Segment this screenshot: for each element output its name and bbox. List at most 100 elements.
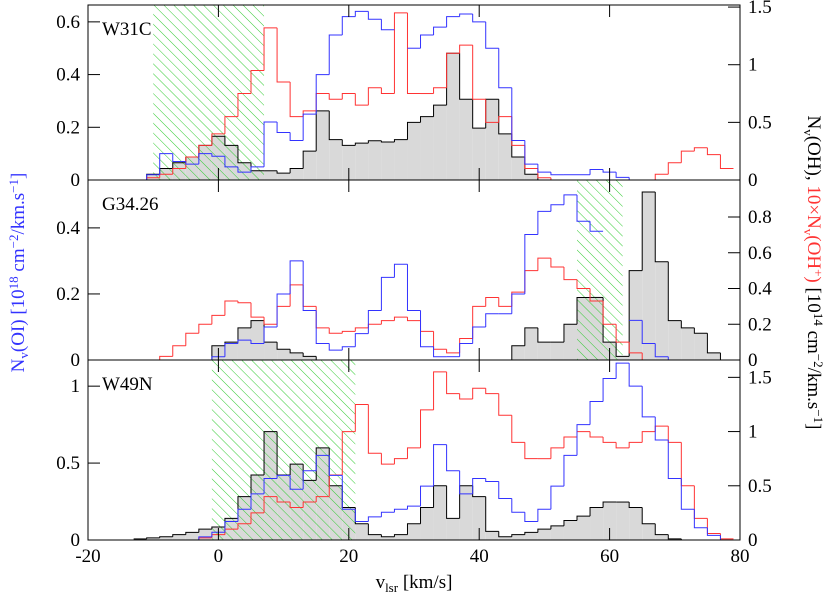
step	[485, 478, 499, 483]
step	[237, 339, 251, 344]
step	[406, 523, 421, 535]
step	[550, 177, 564, 180]
step	[615, 362, 630, 379]
step	[354, 142, 369, 146]
step	[289, 82, 304, 118]
label-part: +	[811, 269, 826, 276]
step	[550, 485, 564, 510]
step	[315, 356, 330, 360]
step	[498, 297, 512, 307]
fill-bin	[694, 333, 708, 360]
fill-bin	[355, 523, 369, 540]
fill-bin	[368, 140, 382, 180]
step	[563, 519, 577, 526]
step	[485, 21, 499, 49]
step	[172, 345, 186, 357]
y-tick-label: 0	[71, 350, 81, 371]
step	[524, 145, 538, 169]
step	[472, 45, 486, 100]
step	[628, 502, 643, 508]
step	[641, 352, 656, 360]
step	[459, 53, 473, 100]
step	[433, 371, 447, 410]
step	[276, 27, 291, 83]
y-tick-label: 0.4	[56, 218, 80, 239]
fill-bin	[433, 105, 447, 180]
step	[341, 139, 356, 146]
step	[406, 505, 421, 510]
step	[380, 320, 395, 325]
fill-bin	[146, 174, 160, 180]
step	[667, 261, 682, 322]
step	[524, 270, 538, 293]
step	[485, 296, 499, 307]
y-tick-label: 0	[71, 530, 81, 551]
step	[328, 455, 343, 476]
label-part: N	[803, 116, 824, 130]
hatched-range	[153, 5, 265, 180]
label-part: N	[8, 358, 29, 372]
label-part: )	[803, 276, 824, 282]
label-part: v	[801, 229, 816, 236]
step	[393, 458, 408, 465]
fill-bin	[459, 485, 473, 540]
step	[237, 327, 251, 343]
step	[420, 310, 434, 348]
fill-bin	[524, 327, 538, 360]
step	[380, 19, 395, 31]
step	[446, 349, 460, 354]
step	[511, 534, 525, 537]
fill-bin	[368, 534, 382, 540]
step	[576, 515, 591, 521]
fill-bin	[316, 110, 330, 180]
step	[146, 537, 160, 539]
fill-bin	[603, 502, 617, 540]
step	[667, 356, 682, 360]
step	[406, 121, 421, 140]
y2-tick-label: 0.8	[748, 207, 772, 228]
step	[602, 301, 617, 325]
label-part: [10	[803, 283, 824, 313]
step	[667, 162, 682, 175]
label-part: −1	[811, 409, 826, 423]
fill-bin	[472, 496, 486, 540]
step	[263, 121, 278, 167]
step	[537, 210, 551, 235]
step	[250, 302, 265, 318]
step	[615, 442, 630, 449]
fill-bin	[290, 168, 304, 180]
fill-bin	[485, 531, 499, 540]
fill-bin	[224, 342, 238, 360]
step	[498, 481, 512, 499]
label-part: (OH),	[803, 136, 824, 186]
step	[198, 323, 212, 334]
step	[315, 74, 330, 115]
step	[524, 512, 538, 523]
x-tick-label: 40	[470, 546, 489, 567]
fill-bin	[394, 534, 408, 540]
step	[380, 87, 395, 95]
label-part: v	[376, 572, 386, 593]
step	[563, 194, 577, 205]
step	[198, 536, 212, 540]
step	[654, 523, 669, 536]
fill-bin	[563, 520, 577, 540]
step	[706, 527, 721, 536]
step	[459, 393, 473, 400]
fill-bin	[590, 507, 604, 540]
y2-tick-label: 0.5	[748, 476, 772, 497]
step	[406, 317, 421, 322]
step	[537, 327, 551, 343]
fill-bin	[629, 507, 643, 540]
step	[250, 320, 265, 328]
step	[185, 161, 199, 165]
fill-bin	[329, 139, 343, 180]
step	[537, 508, 551, 522]
step	[485, 388, 499, 395]
fill-bin	[355, 143, 369, 180]
step	[276, 170, 291, 174]
step	[511, 87, 525, 141]
step	[472, 99, 486, 129]
step	[315, 496, 330, 503]
